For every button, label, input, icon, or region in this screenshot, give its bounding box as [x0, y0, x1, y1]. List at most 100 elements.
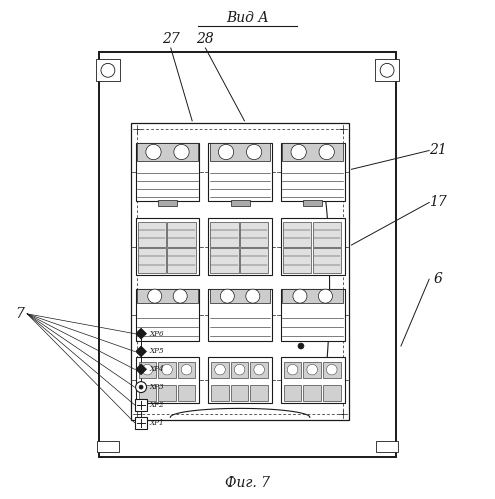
Text: XP5: XP5	[149, 347, 164, 355]
Bar	[282, 143, 343, 161]
Bar	[139, 385, 156, 401]
Bar	[284, 362, 301, 378]
Circle shape	[148, 289, 162, 303]
Text: XP6: XP6	[149, 330, 164, 338]
Circle shape	[136, 382, 147, 393]
Bar	[208, 219, 272, 275]
Circle shape	[291, 144, 306, 160]
Bar	[284, 385, 301, 401]
Text: 27: 27	[162, 32, 180, 46]
Bar	[137, 143, 198, 161]
Circle shape	[298, 343, 304, 349]
Bar	[138, 222, 166, 247]
Bar	[208, 289, 272, 341]
Bar	[313, 222, 341, 247]
Circle shape	[234, 364, 245, 375]
Bar	[208, 357, 272, 403]
Bar	[131, 123, 349, 420]
Circle shape	[174, 144, 189, 160]
Polygon shape	[136, 364, 147, 375]
Text: 21: 21	[429, 144, 447, 158]
Text: Вид А: Вид А	[226, 11, 269, 25]
Polygon shape	[136, 328, 147, 339]
Circle shape	[254, 364, 264, 375]
Bar	[99, 51, 396, 458]
Bar	[281, 143, 345, 201]
Circle shape	[146, 144, 161, 160]
Bar	[208, 143, 272, 201]
Bar	[136, 143, 199, 201]
Bar	[97, 441, 119, 453]
Text: 7: 7	[15, 307, 24, 321]
Text: 17: 17	[429, 196, 447, 210]
Bar	[137, 289, 198, 303]
Bar	[211, 385, 229, 401]
Circle shape	[246, 289, 260, 303]
Bar	[136, 289, 199, 341]
Bar	[210, 248, 239, 273]
Bar	[282, 289, 343, 303]
Bar	[211, 362, 229, 378]
Bar	[178, 362, 196, 378]
Text: XP3: XP3	[149, 383, 164, 391]
Circle shape	[319, 144, 334, 160]
Bar	[375, 59, 399, 81]
Bar	[281, 289, 345, 341]
Circle shape	[247, 144, 262, 160]
Bar	[303, 362, 321, 378]
Bar	[167, 222, 196, 247]
Bar	[313, 248, 341, 273]
Text: 6: 6	[434, 272, 443, 286]
Bar	[167, 248, 196, 273]
Bar	[96, 59, 120, 81]
Circle shape	[162, 364, 172, 375]
Circle shape	[380, 63, 394, 77]
Bar	[283, 248, 311, 273]
Circle shape	[101, 63, 115, 77]
Bar	[240, 222, 268, 247]
Bar	[158, 385, 176, 401]
Bar	[303, 200, 322, 206]
Text: XP2: XP2	[149, 401, 164, 409]
Circle shape	[287, 364, 298, 375]
Bar	[303, 385, 321, 401]
Bar	[231, 200, 249, 206]
Circle shape	[215, 364, 225, 375]
Bar	[139, 362, 156, 378]
Circle shape	[307, 364, 317, 375]
Circle shape	[173, 289, 187, 303]
Circle shape	[139, 385, 143, 389]
Bar	[240, 248, 268, 273]
Polygon shape	[136, 346, 147, 357]
Bar	[283, 222, 311, 247]
Bar	[231, 362, 248, 378]
Bar	[323, 385, 341, 401]
Text: XP1: XP1	[149, 419, 164, 427]
Bar	[210, 143, 270, 161]
Bar	[250, 362, 268, 378]
Circle shape	[318, 289, 333, 303]
Bar	[210, 289, 270, 303]
Text: 28: 28	[197, 32, 214, 46]
Bar	[231, 385, 248, 401]
Bar	[136, 357, 199, 403]
Bar	[376, 441, 398, 453]
Bar	[281, 219, 345, 275]
Bar	[323, 362, 341, 378]
Circle shape	[181, 364, 192, 375]
Bar	[135, 417, 147, 429]
Bar	[250, 385, 268, 401]
Bar	[138, 248, 166, 273]
Circle shape	[218, 144, 234, 160]
Circle shape	[327, 364, 337, 375]
Bar	[281, 357, 345, 403]
Circle shape	[293, 289, 307, 303]
Bar	[158, 200, 177, 206]
Bar	[178, 385, 196, 401]
Bar	[135, 399, 147, 411]
Bar	[136, 219, 199, 275]
Text: XP4: XP4	[149, 365, 164, 373]
Text: Фиг. 7: Фиг. 7	[225, 476, 270, 490]
Circle shape	[142, 364, 152, 375]
Circle shape	[220, 289, 234, 303]
